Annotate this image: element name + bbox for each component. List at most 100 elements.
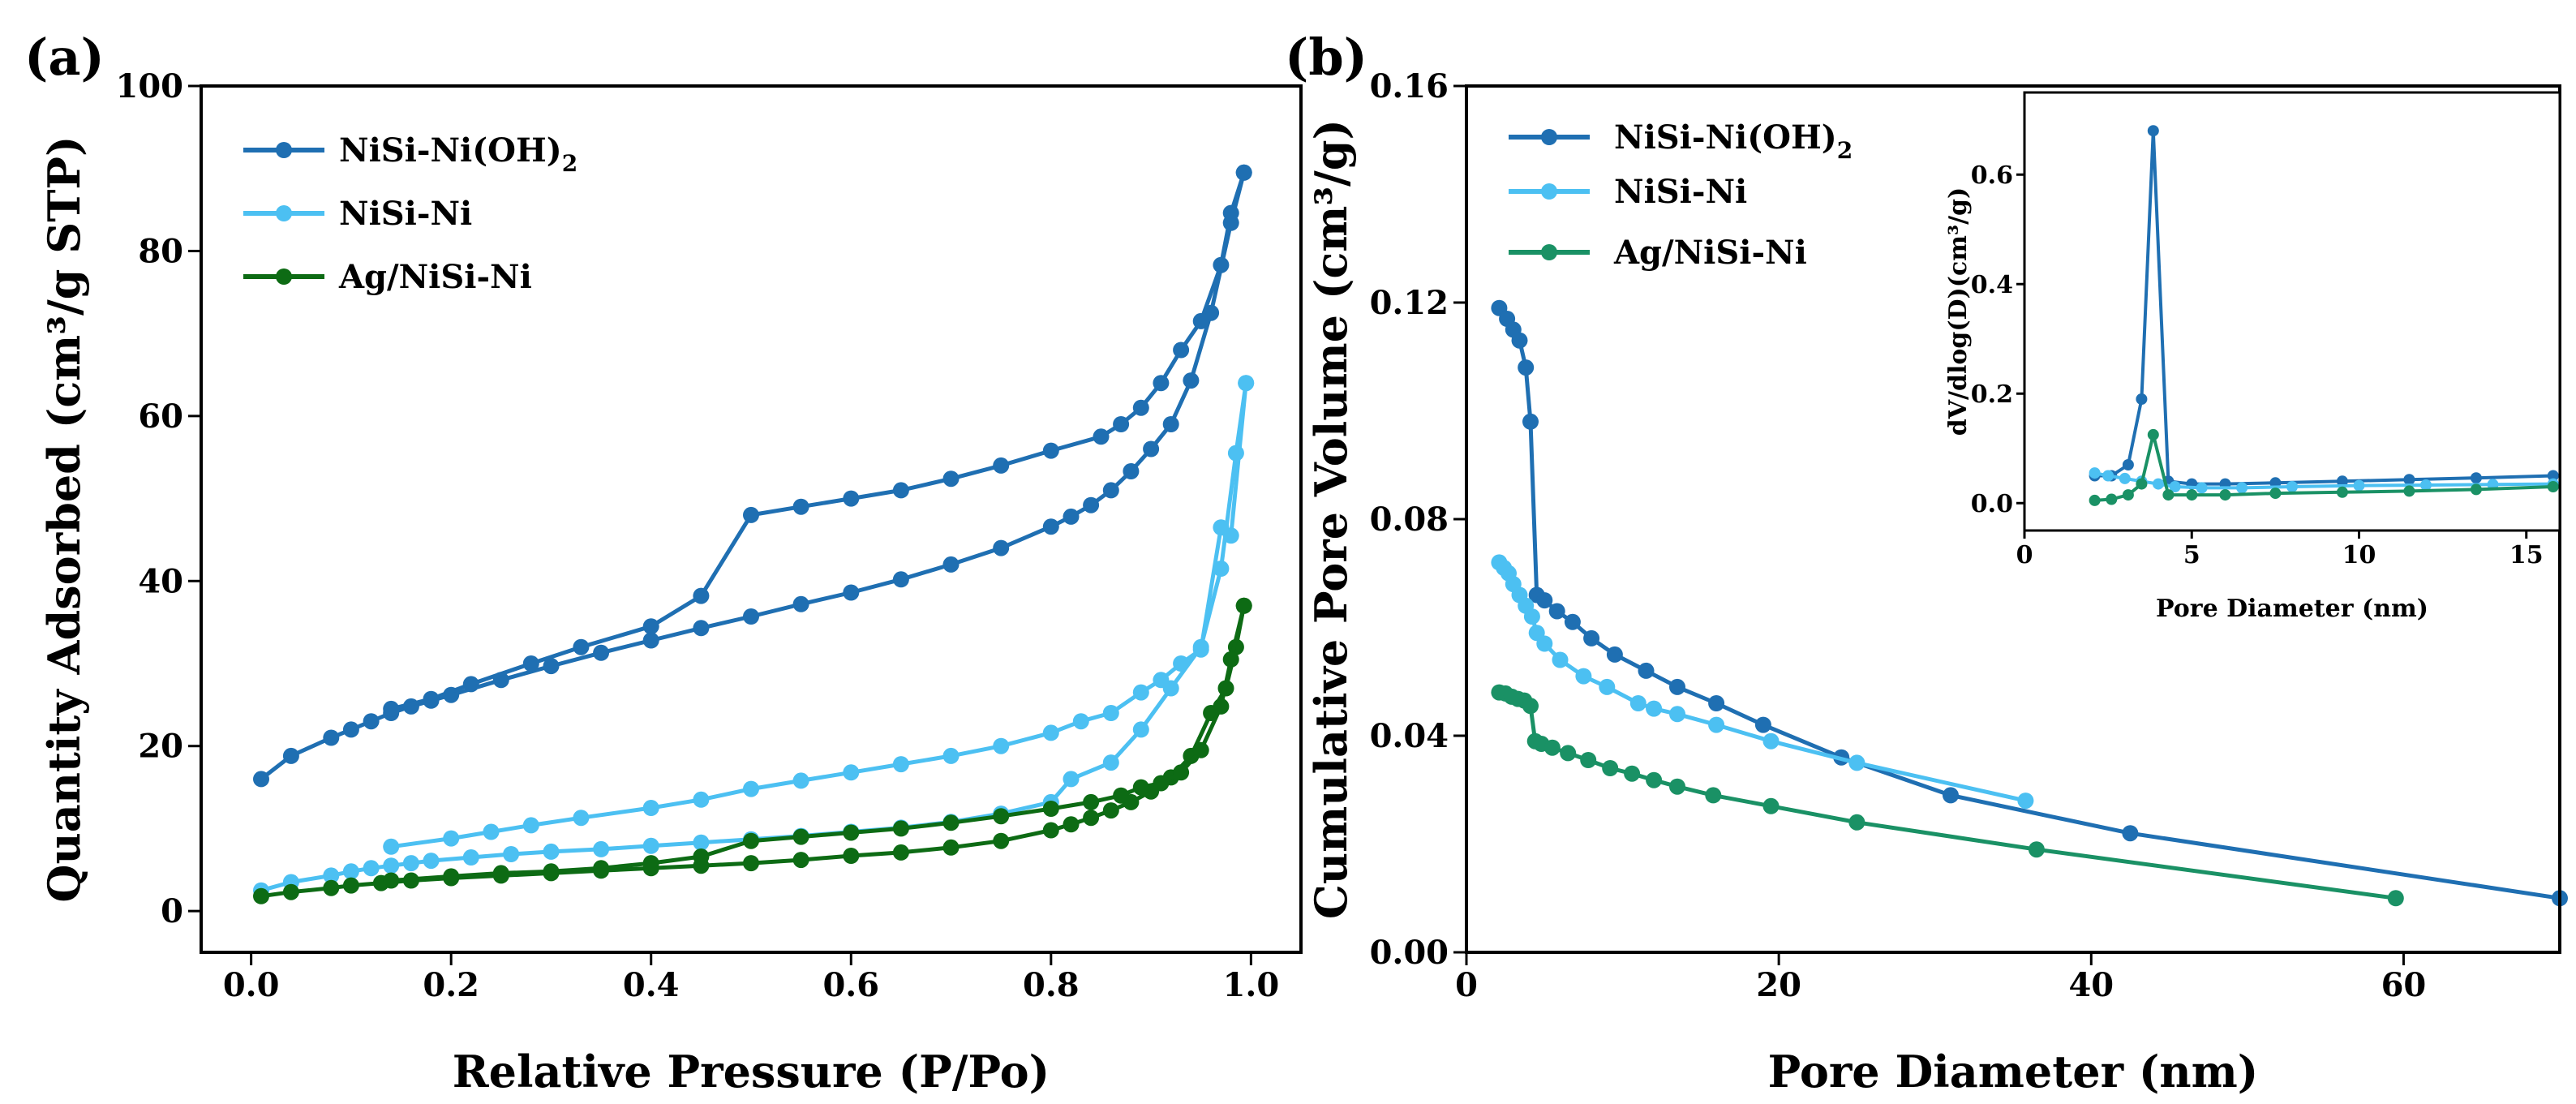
- legend-a-marker-nioh2: [276, 142, 292, 158]
- chart-b-ylabel: Cumulative Pore Volume (cm³/g): [1305, 119, 1357, 919]
- series-a-ag-desorption-point: [1083, 793, 1100, 810]
- chart-a-ylabel: Quantity Adsorbed (cm³/g STP): [38, 135, 90, 902]
- series-a-ni-desorption-point: [1213, 519, 1230, 536]
- chart-a-xtick-label: 0.4: [623, 966, 680, 1004]
- inset-background: [2024, 92, 2560, 531]
- series-inset-ag-point: [2403, 485, 2415, 497]
- series-b-ni-point: [1523, 608, 1540, 625]
- series-a-nioh2-desorption-point: [843, 490, 860, 507]
- series-a-nioh2-desorption-point: [993, 457, 1010, 474]
- series-a-ni-adsorption-point: [323, 867, 340, 884]
- series-b-ag-point: [1646, 771, 1663, 788]
- series-a-ag-desorption-point: [892, 820, 909, 837]
- chart-a-ytick-label: 40: [138, 562, 183, 600]
- inset-xlabel: Pore Diameter (nm): [2156, 595, 2428, 623]
- chart-a-frame: [200, 84, 1303, 954]
- chart-a-xtick-label: 0.8: [1023, 966, 1080, 1004]
- chart-b-xtick-label: 60: [2381, 966, 2427, 1004]
- series-a-ni-adsorption-point: [462, 849, 479, 866]
- series-b-ag-point: [1762, 797, 1780, 814]
- series-a-ni-desorption-point: [843, 764, 860, 781]
- series-a-nioh2-adsorption-point: [892, 571, 909, 588]
- series-a-ag-desorption-point: [843, 824, 860, 841]
- series-a-nioh2-adsorption-point: [993, 539, 1010, 556]
- chart-b-xlabel: Pore Diameter (nm): [1768, 1046, 2259, 1098]
- series-a-nioh2-adsorption-point: [743, 608, 759, 625]
- series-a-ag-desorption-point: [593, 860, 610, 877]
- series-a-nioh2-adsorption-point: [942, 556, 960, 573]
- series-a-ag-adsorption-line: [260, 605, 1247, 899]
- series-a-ni-desorption-point: [522, 817, 539, 834]
- series-inset-ag-point: [2547, 481, 2559, 492]
- series-a-ag-adsorption-point: [1102, 802, 1119, 819]
- series-b-ag-point: [1580, 752, 1597, 768]
- series-a-ni-adsorption-point: [363, 860, 380, 877]
- series-a-ag-adsorption-point: [843, 848, 860, 864]
- chart-a-ytick-label: 20: [138, 728, 183, 766]
- series-a-nioh2-adsorption-point: [693, 620, 710, 637]
- chart-a-ytick-label: 60: [138, 397, 183, 436]
- series-a-ni-desorption-point: [1132, 684, 1149, 701]
- chart-b-legend: NiSi-Ni(OH)2 NiSi-Ni Ag/NiSi-Ni: [1509, 118, 1853, 272]
- series-b-ni-point: [1848, 754, 1865, 771]
- series-a-ag-adsorption-point: [253, 887, 269, 904]
- series-inset-ag-point: [2136, 478, 2148, 490]
- inset-xtick-label: 0: [2016, 541, 2033, 569]
- series-a-ag-desorption-point: [942, 814, 960, 831]
- chart-b-xtick-label: 0: [1455, 966, 1478, 1004]
- series-a-nioh2-desorption-point: [792, 498, 809, 515]
- series-a-ni-desorption-point: [1173, 655, 1190, 672]
- series-inset-ag-point: [2186, 489, 2198, 501]
- series-a-nioh2-adsorption-point: [1123, 463, 1140, 479]
- series-a-ag-desorption-point: [1113, 787, 1130, 804]
- series-a-ag-desorption-point: [1213, 698, 1230, 715]
- series-a-ag-desorption-point: [443, 868, 460, 885]
- series-b-ag-point: [1543, 739, 1561, 756]
- series-a-nioh2-desorption-point: [1042, 442, 1059, 459]
- chart-b-ytick-label: 0.04: [1370, 717, 1449, 755]
- inset-xtick-label: 15: [2509, 541, 2544, 569]
- legend-b-marker-ni: [1541, 183, 1557, 200]
- inset-frame: [2023, 91, 2561, 532]
- series-inset-nioh2-point: [2136, 393, 2148, 405]
- series-inset-ni-point: [2236, 482, 2248, 494]
- series-a-ag-desorption-point: [1042, 801, 1059, 817]
- series-inset-ni-point: [2102, 470, 2114, 482]
- legend-a-label-ag: Ag/NiSi-Ni: [338, 258, 532, 296]
- series-a-ag-adsorption-point: [892, 844, 909, 861]
- series-inset-ni-point: [2286, 481, 2298, 492]
- series-a-ni-desorption-point: [792, 772, 809, 789]
- series-a-ni-adsorption-point: [1063, 771, 1080, 788]
- series-a-nioh2-adsorption-point: [323, 729, 340, 746]
- series-a-ag-desorption-point: [1222, 651, 1239, 668]
- chart-b-xtick-label: 40: [2068, 966, 2114, 1004]
- series-b-ag-point: [1669, 778, 1685, 795]
- series-inset-nioh2-point: [2403, 474, 2415, 486]
- series-a-nioh2-adsorption-point: [253, 771, 269, 788]
- series-b-ni-point: [1599, 678, 1616, 695]
- inset-ytick-label: 0.2: [1971, 380, 2013, 409]
- series-a-nioh2-adsorption-point: [1183, 372, 1200, 389]
- series-a-nioh2-adsorption-point: [642, 632, 659, 649]
- series-a-ni-desorption-point: [443, 830, 460, 847]
- series-inset-ag-point: [2089, 494, 2101, 506]
- series-b-nioh2-point: [1548, 603, 1565, 620]
- series-a-ni-desorption-point: [383, 838, 400, 855]
- series-a-nioh2-desorption-point: [423, 690, 440, 707]
- series-a-nioh2-adsorption-point: [792, 595, 809, 612]
- series-a-ag-adsorption-point: [993, 832, 1010, 849]
- chart-a-ytick-label: 80: [138, 232, 183, 270]
- series-a-ni-desorption-point: [693, 791, 710, 808]
- chart-a-xtick-label: 1.0: [1223, 966, 1280, 1004]
- series-a-ni-desorption-point: [1102, 705, 1119, 721]
- chart-a-series: [253, 164, 1255, 904]
- series-a-ni-adsorption-point: [383, 857, 400, 874]
- series-a-ni-desorption-point: [1238, 375, 1255, 392]
- chart-a: (a) 0.0 0.2 0.4 0.6 0.8 1.0 0 20 40 60 80 100 Relat…: [24, 28, 1303, 1098]
- series-a-ag-desorption-point: [383, 872, 400, 889]
- inset-ytick-label: 0.6: [1971, 161, 2013, 190]
- legend-a-label-nioh2-main: NiSi-Ni(OH): [339, 131, 562, 170]
- series-a-nioh2-desorption-point: [1113, 416, 1130, 432]
- series-a-nioh2-adsorption-point: [843, 584, 860, 601]
